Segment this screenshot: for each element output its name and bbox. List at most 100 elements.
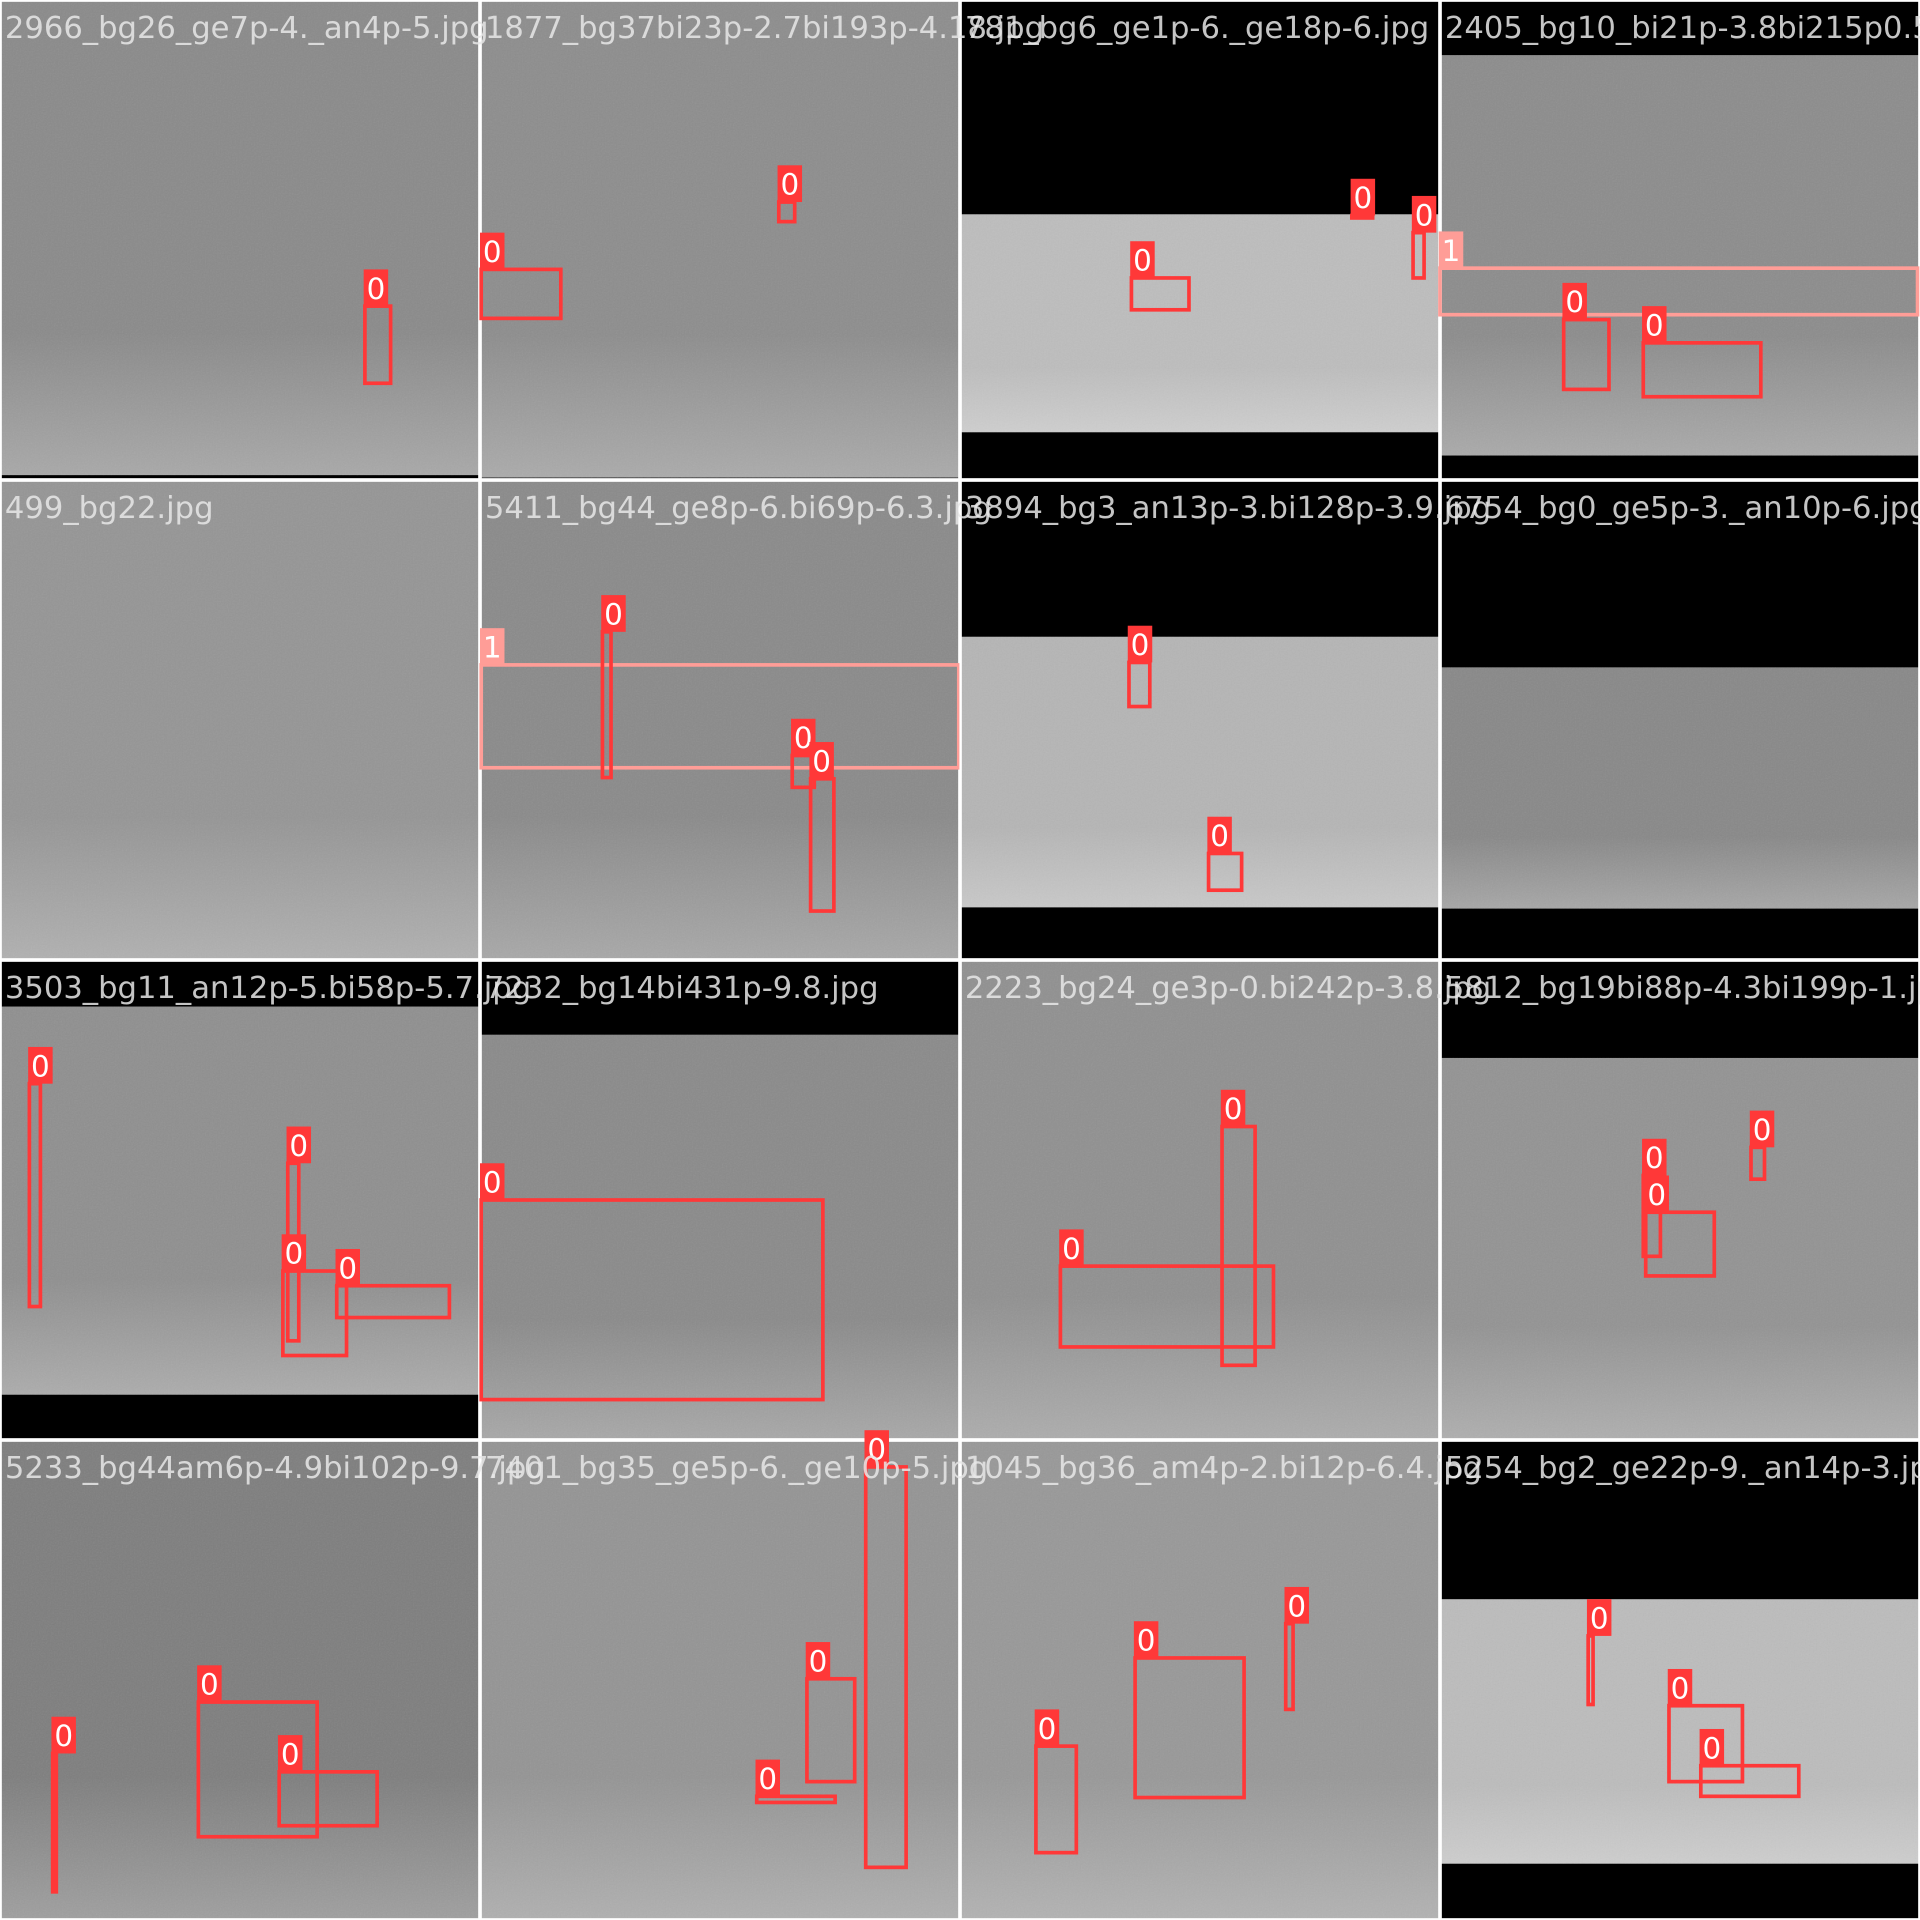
class-tab: [1127, 625, 1153, 663]
bounding-box: [1643, 1210, 1717, 1278]
filename: 2966_bg26_ge7p-4._an4p-5.jpg: [5, 11, 489, 46]
spectrogram-low: [960, 960, 1440, 1440]
bounding-box: [1133, 1656, 1246, 1800]
class-label: 0: [1753, 1113, 1772, 1147]
filename: 7232_bg14bi431p-9.8.jpg: [485, 971, 879, 1006]
class-tab: [1350, 178, 1376, 216]
spectrogram-low: [480, 1034, 960, 1440]
class-tab: [1642, 306, 1667, 343]
bounding-box: [1698, 1763, 1801, 1799]
class-label: 0: [867, 1433, 886, 1467]
bounding-box: [479, 663, 961, 770]
class-tab: [1562, 282, 1587, 320]
spectrogram-low: [480, 1440, 960, 1920]
spectrogram-low: [1440, 667, 1920, 909]
class-label: 0: [1702, 1731, 1721, 1765]
filename: 2223_bg24_ge3p-0.bi242p-3.8.jpg: [965, 971, 1491, 1006]
spectrogram-low: [1440, 1599, 1920, 1864]
filename: 5254_bg2_ge22p-9._an14p-3.jpg: [1445, 1451, 1920, 1486]
class-label: 0: [809, 1644, 828, 1678]
class-tab: [1207, 816, 1232, 854]
spectrogram-low: [480, 480, 960, 960]
spectrogram-low: [0, 480, 480, 960]
class-label: 0: [1210, 819, 1229, 853]
class-label: 0: [758, 1762, 777, 1796]
class-label: 0: [1590, 1602, 1609, 1636]
filename: 3503_bg11_an12p-5.bi58p-5.7.jpg: [5, 971, 531, 1006]
filename: 5812_bg19bi88p-4.3bi199p-1.jpg: [1445, 971, 1920, 1006]
filename: 781_bg6_ge1p-6._ge18p-6.jpg: [965, 11, 1429, 46]
class-tab: [1034, 1709, 1060, 1747]
class-label: 0: [289, 1129, 308, 1163]
bounding-box: [1438, 266, 1920, 317]
bounding-box: [754, 1794, 837, 1805]
class-label: 0: [1062, 1232, 1081, 1266]
class-tab: [1133, 1621, 1159, 1658]
class-tab: [1284, 1586, 1309, 1624]
bounding-box: [196, 1700, 319, 1839]
bounding-box: [1667, 1703, 1745, 1784]
bounding-box: [805, 1676, 857, 1784]
class-tab: [1411, 195, 1437, 233]
bounding-box: [334, 1283, 452, 1320]
spectrogram-low: [0, 1006, 480, 1395]
filename: 2405_bg10_bi21p-3.8bi215p0.5.jpg: [1445, 11, 1920, 46]
spectrogram-low: [960, 214, 1440, 433]
class-tab: [480, 1163, 505, 1200]
spectrogram-low: [960, 636, 1440, 908]
class-label: 0: [1224, 1092, 1243, 1126]
bounding-box: [281, 1269, 349, 1358]
class-tab: [809, 742, 834, 779]
class-label: 0: [1038, 1712, 1057, 1746]
tile-border: [1439, 1439, 1920, 1920]
filename: 1045_bg36_am4p-2.bi12p-6.4.jpg: [965, 1451, 1482, 1486]
bounding-box: [1058, 1264, 1276, 1349]
class-tab: [805, 1642, 831, 1679]
class-tab: [28, 1046, 53, 1084]
spectrogram-low: [1440, 1057, 1920, 1440]
filename: 5411_bg44_ge8p-6.bi69p-6.3.jpg: [485, 491, 992, 526]
bounding-box: [50, 1751, 59, 1894]
labels: 2966_bg26_ge7p-4._an4p-5.jpg1877_bg37bi2…: [5, 11, 1920, 1486]
class-tab: [601, 595, 626, 632]
spectrogram-low: [0, 1440, 480, 1920]
class-tab: [755, 1759, 780, 1797]
class-label: 0: [1671, 1671, 1690, 1705]
filename: 1877_bg37bi23p-2.7bi193p-4.18.jpg: [485, 11, 1044, 46]
class-label: 0: [285, 1237, 304, 1271]
spectrogram-low: [1440, 55, 1920, 456]
class-label: 0: [483, 235, 502, 269]
class-tab: [1749, 1110, 1775, 1148]
class-tab: [1644, 1175, 1669, 1213]
class-label: 0: [1565, 285, 1584, 319]
class-tab: [197, 1665, 222, 1703]
class-tab: [363, 269, 389, 307]
filename: 6754_bg0_ge5p-3._an10p-6.jpg: [1445, 491, 1920, 526]
class-label: 0: [1137, 1624, 1156, 1658]
class-tab: [1059, 1229, 1084, 1267]
class-label: 0: [1645, 309, 1664, 343]
class-tab: [1699, 1728, 1725, 1766]
class-label: 0: [1647, 1178, 1666, 1212]
spectrogram-low: [960, 1440, 1440, 1920]
class-label: 0: [794, 721, 813, 755]
class-label: 0: [780, 168, 799, 202]
class-tab: [480, 628, 505, 665]
class-tab: [1220, 1089, 1246, 1127]
class-tab: [1642, 1138, 1667, 1176]
filename: 499_bg22.jpg: [5, 491, 214, 526]
class-tab: [1667, 1668, 1693, 1706]
class-tab: [286, 1126, 312, 1164]
spectrogram-low: [480, 0, 960, 478]
class-label: 0: [1354, 181, 1373, 215]
class-tab: [777, 165, 803, 203]
class-label: 0: [367, 272, 386, 306]
class-label: 0: [200, 1668, 219, 1702]
spectrogram-low: [0, 0, 480, 476]
class-label: 1: [1442, 234, 1461, 268]
bounding-box: [1641, 341, 1763, 399]
filename: 3894_bg3_an13p-3.bi128p-3.9.jpg: [965, 491, 1491, 526]
